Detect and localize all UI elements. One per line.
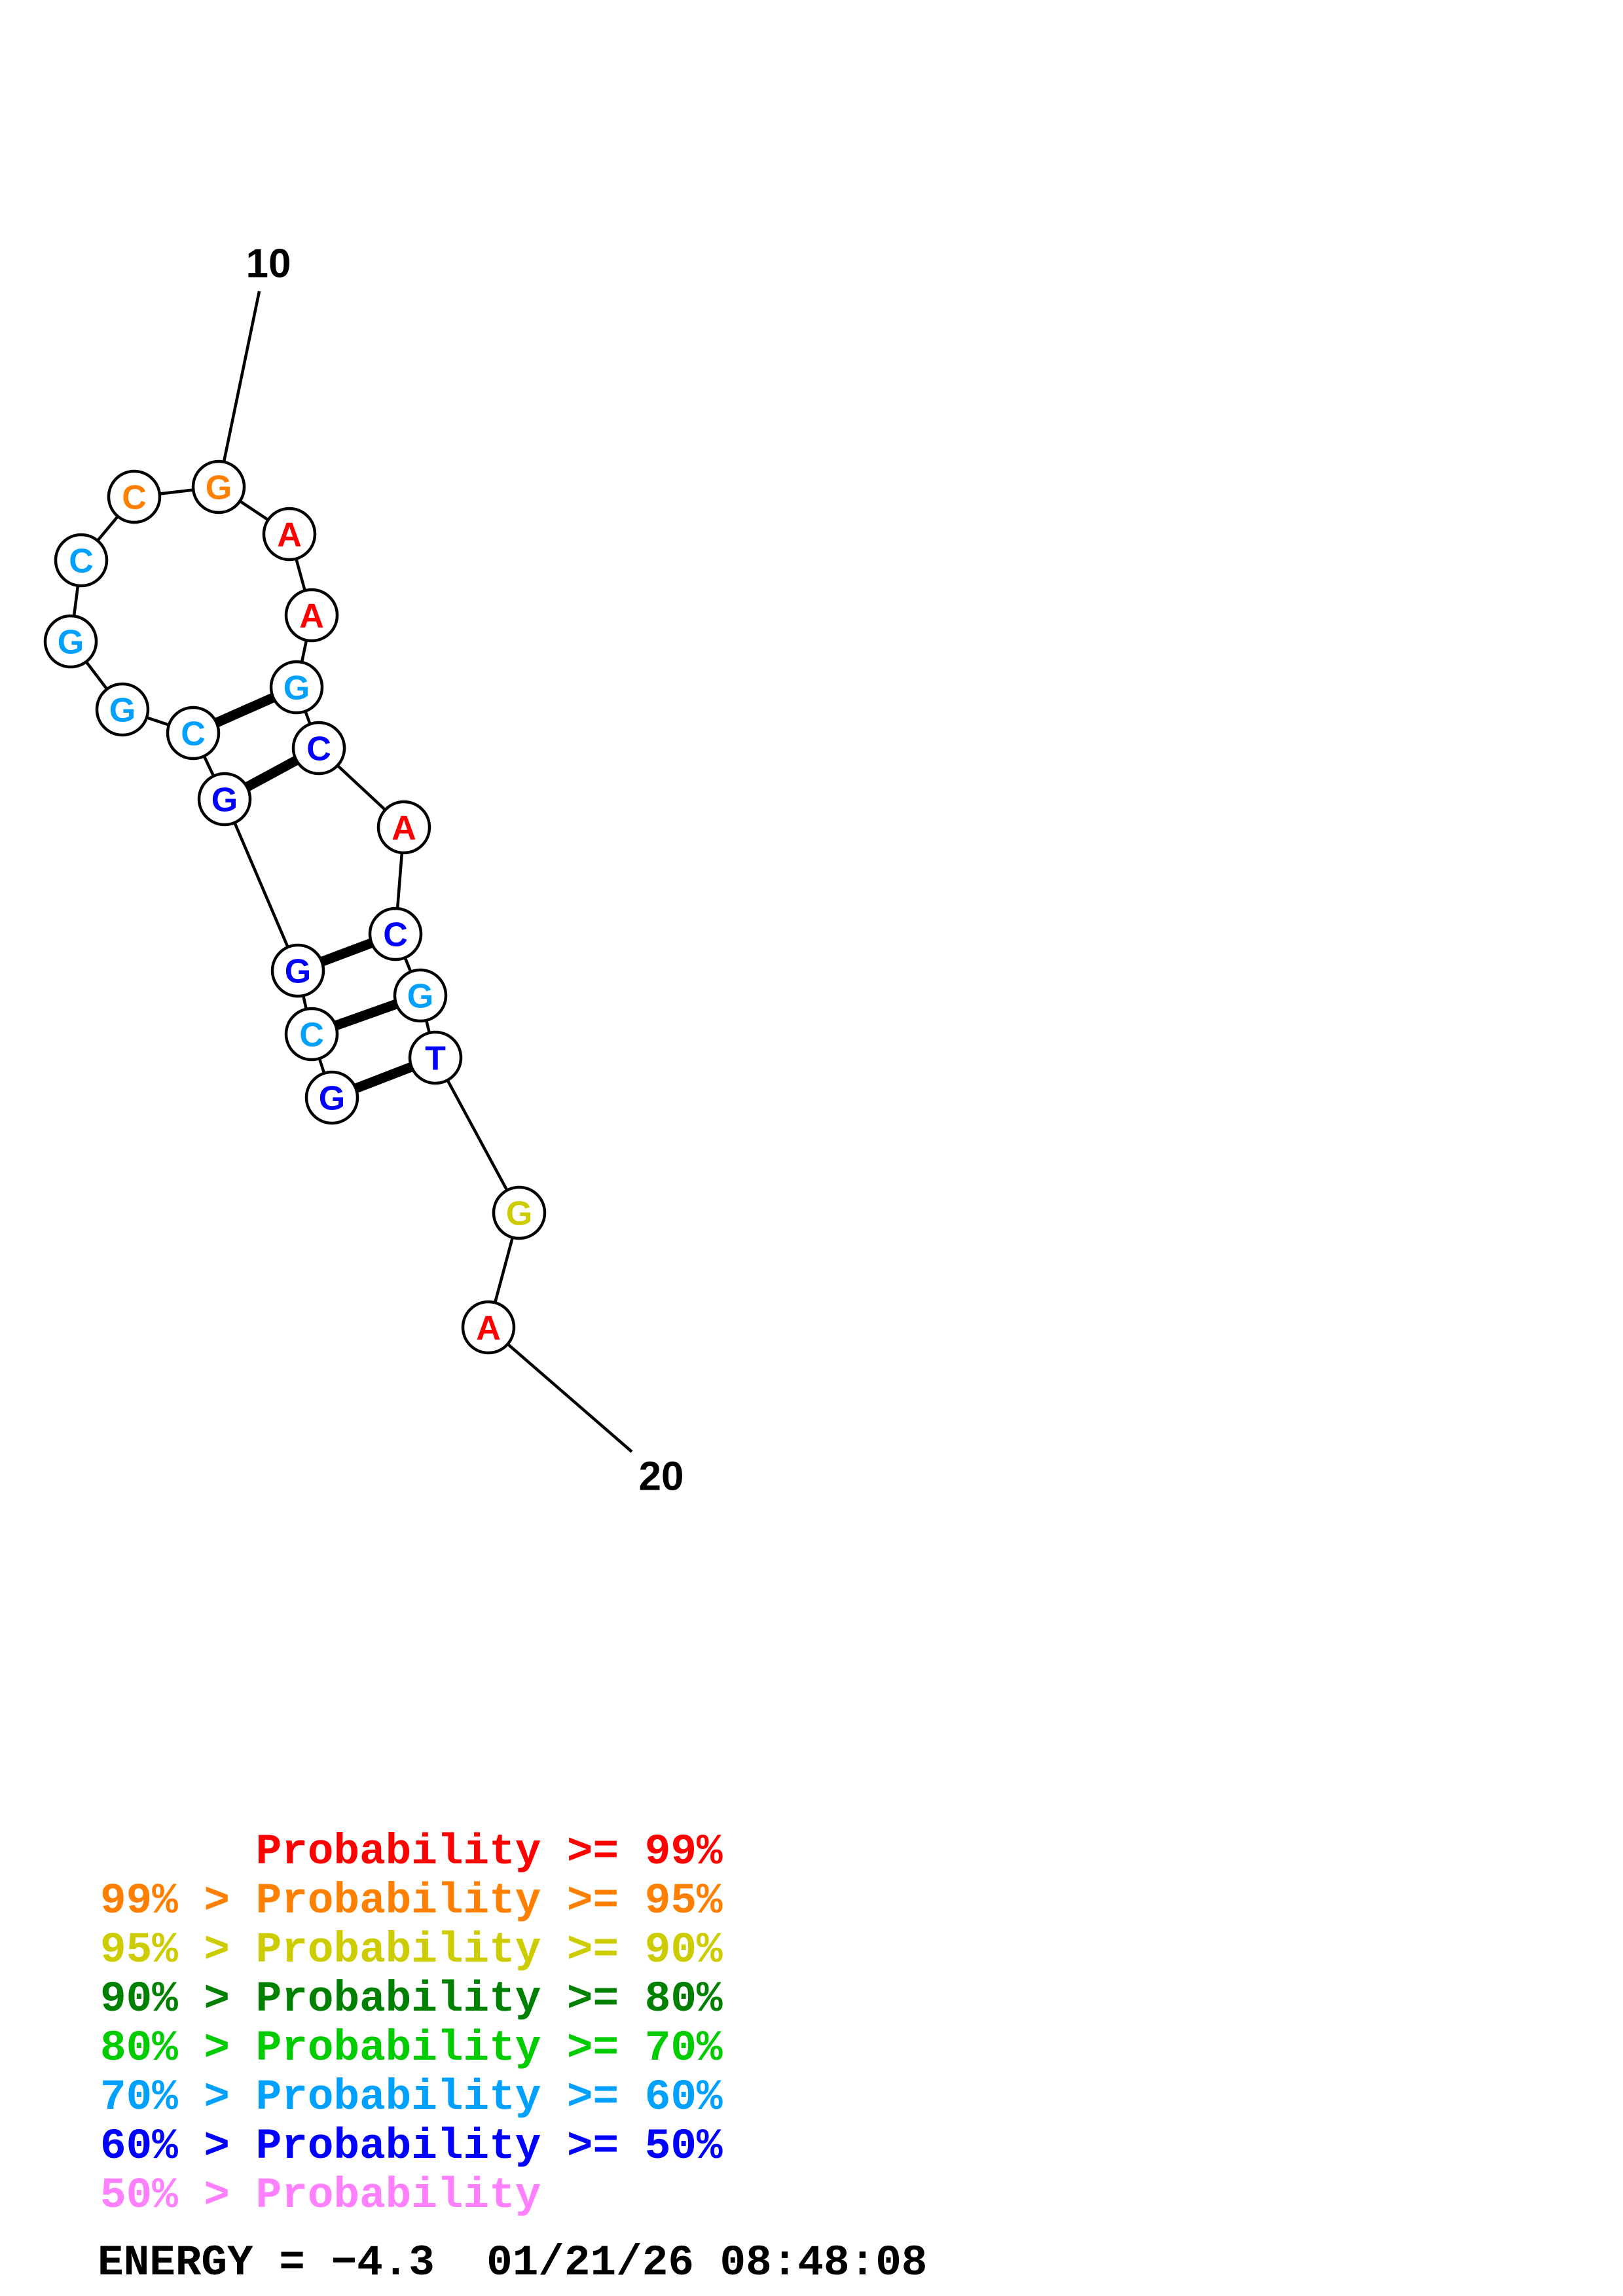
- legend-line: 95% > Probability >= 90%: [100, 1926, 723, 1975]
- legend-line: 70% > Probability >= 60%: [100, 2073, 723, 2122]
- position-label: 20: [639, 1454, 684, 1499]
- nucleotide-node: [304, 1070, 359, 1125]
- nucleotide-node: [492, 1185, 547, 1240]
- legend-line: 80% > Probability >= 70%: [100, 2024, 723, 2073]
- legend-line: 99% > Probability >= 95%: [100, 1876, 723, 1926]
- nucleotide-node: [270, 943, 325, 998]
- nucleotide-node: [408, 1030, 463, 1085]
- nucleotide-base: G: [58, 624, 84, 662]
- nucleotide-base: A: [392, 810, 416, 848]
- position-tick-line: [217, 291, 261, 488]
- nucleotide-base: G: [407, 978, 433, 1016]
- nucleotide-node: [376, 800, 431, 855]
- nucleotide-base: T: [425, 1040, 446, 1078]
- nucleotide-base: A: [277, 516, 302, 554]
- nucleotide-base: G: [206, 469, 232, 507]
- nucleotide-base: C: [383, 916, 408, 954]
- backbone-link: [223, 798, 300, 971]
- nucleotide-base: A: [476, 1310, 501, 1348]
- nucleotide-base: A: [299, 598, 324, 636]
- position-tick-line: [487, 1326, 633, 1453]
- nucleotide-node: [54, 533, 109, 588]
- nucleotide-node: [461, 1300, 516, 1355]
- nucleotide-base: G: [109, 692, 136, 730]
- nucleotide-node: [107, 469, 162, 524]
- energy-line: ENERGY = −4.3 01/21/26 08:48:08: [98, 2238, 928, 2287]
- nucleotide-base: C: [69, 543, 94, 581]
- nucleotide-node: [269, 660, 324, 715]
- nucleotide-node: [291, 721, 346, 776]
- legend-line: 90% > Probability >= 80%: [100, 1975, 723, 2024]
- nucleotide-base: C: [306, 730, 331, 768]
- nucleotide-node: [43, 614, 98, 669]
- nucleotide-base: G: [285, 953, 311, 991]
- nucleotide-node: [393, 968, 448, 1023]
- nucleotide-node: [191, 459, 246, 514]
- nucleotide-base: G: [283, 670, 310, 708]
- nucleotide-node: [197, 772, 252, 827]
- nucleotide-base: G: [506, 1195, 532, 1233]
- nucleotide-node: [368, 906, 423, 961]
- nucleotide-node: [284, 588, 339, 643]
- position-label: 10: [246, 241, 291, 286]
- probability-legend: Probability >= 99% 99% > Probability >= 9…: [100, 1827, 723, 2220]
- nucleotide-base: C: [122, 479, 147, 517]
- legend-line: Probability >= 99%: [100, 1827, 723, 1876]
- nucleotide-base: C: [299, 1016, 324, 1054]
- nucleotide-node: [95, 682, 150, 737]
- nucleotide-base: G: [319, 1080, 345, 1118]
- nucleotide-node: [262, 507, 317, 562]
- legend-line: 60% > Probability >= 50%: [100, 2122, 723, 2171]
- nucleotide-node: [166, 706, 221, 761]
- nucleotide-base: C: [181, 715, 206, 753]
- nucleotide-base: G: [211, 781, 238, 819]
- nucleotide-node: [284, 1007, 339, 1062]
- backbone-link: [434, 1056, 520, 1214]
- legend-line: 50% > Probability: [100, 2171, 541, 2220]
